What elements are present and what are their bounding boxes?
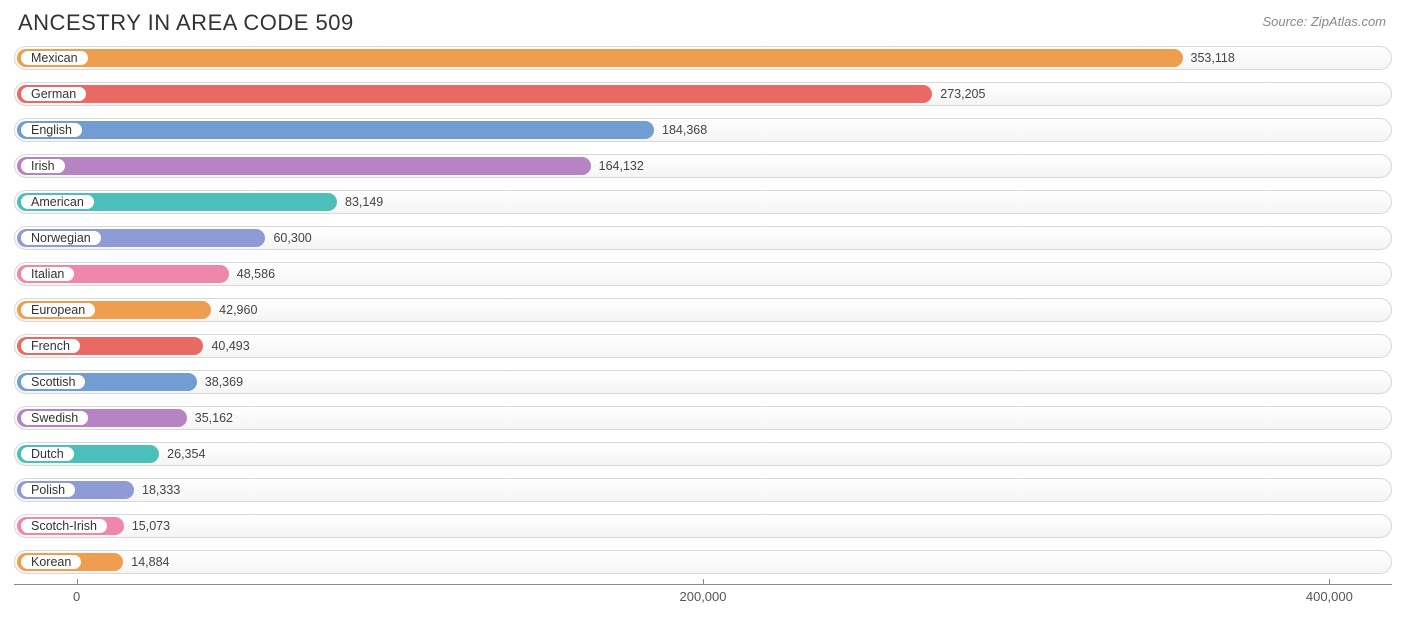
bar-value-label: 48,586 (237, 267, 275, 281)
bar-row: European 42,960 (14, 296, 1392, 326)
bar-category-label: Mexican (31, 51, 78, 65)
x-axis-tick (1329, 579, 1330, 585)
bar-row: Polish 18,333 (14, 476, 1392, 506)
chart-title: ANCESTRY IN AREA CODE 509 (18, 10, 354, 36)
bar-row: Mexican 353,118 (14, 44, 1392, 74)
bar-fill (17, 157, 591, 175)
bar-fill (17, 49, 1183, 67)
bar-category-capsule: Scotch-Irish (21, 519, 107, 533)
bar-value-label: 273,205 (940, 87, 985, 101)
bar-value-label: 40,493 (211, 339, 249, 353)
chart-header: ANCESTRY IN AREA CODE 509 Source: ZipAtl… (0, 0, 1406, 44)
bar-value-label: 83,149 (345, 195, 383, 209)
bar-value-label: 184,368 (662, 123, 707, 137)
bar-category-label: French (31, 339, 70, 353)
bar-category-label: Korean (31, 555, 71, 569)
bar-category-capsule: American (21, 195, 94, 209)
bar-row: American 83,149 (14, 188, 1392, 218)
bar-category-label: Scotch-Irish (31, 519, 97, 533)
bar-row: French 40,493 (14, 332, 1392, 362)
bar-value-label: 38,369 (205, 375, 243, 389)
bar-category-label: Swedish (31, 411, 78, 425)
bar-track (14, 478, 1392, 502)
bar-value-label: 18,333 (142, 483, 180, 497)
x-axis-tick-label: 400,000 (1306, 589, 1353, 604)
bar-row: Irish 164,132 (14, 152, 1392, 182)
bar-category-label: English (31, 123, 72, 137)
bar-track (14, 442, 1392, 466)
bar-category-label: American (31, 195, 84, 209)
bar-row: Norwegian 60,300 (14, 224, 1392, 254)
x-axis: 0 200,000 400,000 (14, 584, 1392, 614)
bar-row: Scotch-Irish 15,073 (14, 512, 1392, 542)
bar-row: Swedish 35,162 (14, 404, 1392, 434)
x-axis-tick (703, 579, 704, 585)
bar-category-capsule: Swedish (21, 411, 88, 425)
bar-category-label: Irish (31, 159, 55, 173)
bar-category-capsule: Korean (21, 555, 81, 569)
bar-category-label: Polish (31, 483, 65, 497)
bar-fill (17, 85, 932, 103)
x-axis-tick (77, 579, 78, 585)
bar-row: Dutch 26,354 (14, 440, 1392, 470)
bar-row: German 273,205 (14, 80, 1392, 110)
bar-category-label: Dutch (31, 447, 64, 461)
bar-category-label: Scottish (31, 375, 75, 389)
bar-category-capsule: Irish (21, 159, 65, 173)
bar-row: Italian 48,586 (14, 260, 1392, 290)
bar-category-capsule: Norwegian (21, 231, 101, 245)
bar-value-label: 42,960 (219, 303, 257, 317)
bar-category-capsule: French (21, 339, 80, 353)
bar-track (14, 514, 1392, 538)
bar-category-label: European (31, 303, 85, 317)
bar-track (14, 550, 1392, 574)
bar-category-label: German (31, 87, 76, 101)
bar-row: Korean 14,884 (14, 548, 1392, 578)
chart-plot-area: Mexican 353,118 German 273,205 English 184,36… (0, 44, 1406, 578)
x-axis-tick-label: 0 (73, 589, 80, 604)
bar-value-label: 60,300 (273, 231, 311, 245)
x-axis-tick-label: 200,000 (680, 589, 727, 604)
bar-fill (17, 121, 654, 139)
bar-row: Scottish 38,369 (14, 368, 1392, 398)
bar-category-label: Italian (31, 267, 64, 281)
chart-source: Source: ZipAtlas.com (1262, 10, 1386, 29)
bar-category-label: Norwegian (31, 231, 91, 245)
bar-value-label: 15,073 (132, 519, 170, 533)
bar-category-capsule: English (21, 123, 82, 137)
bar-value-label: 353,118 (1191, 51, 1235, 65)
bar-category-capsule: Scottish (21, 375, 85, 389)
bar-category-capsule: Polish (21, 483, 75, 497)
bar-category-capsule: Italian (21, 267, 74, 281)
bar-category-capsule: Mexican (21, 51, 88, 65)
bar-category-capsule: Dutch (21, 447, 74, 461)
bar-row: English 184,368 (14, 116, 1392, 146)
bar-value-label: 164,132 (599, 159, 644, 173)
bar-value-label: 26,354 (167, 447, 205, 461)
bar-value-label: 14,884 (131, 555, 169, 569)
bar-category-capsule: European (21, 303, 95, 317)
bar-category-capsule: German (21, 87, 86, 101)
bar-value-label: 35,162 (195, 411, 233, 425)
